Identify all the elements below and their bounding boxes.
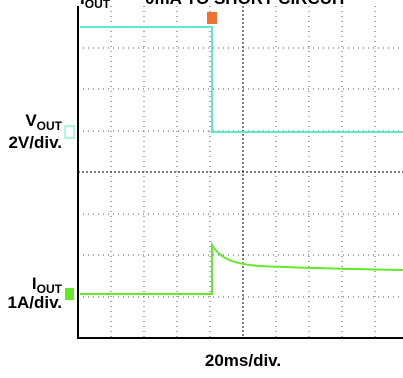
- vout-label: VOUT: [25, 111, 62, 133]
- trigger-marker: [207, 12, 217, 24]
- title-sub: OUT: [85, 0, 111, 11]
- vout-sub: OUT: [37, 119, 63, 133]
- iout-sub: OUT: [37, 282, 63, 296]
- ch2-marker: [64, 125, 75, 139]
- iout-trace: [80, 241, 403, 295]
- center-axes: [78, 6, 403, 338]
- frame: [77, 6, 403, 339]
- vout-trace: [80, 26, 403, 133]
- iout-label: IOUT: [32, 274, 63, 296]
- time-scale: 20ms/div.: [205, 351, 281, 370]
- ch-i-marker: [65, 288, 74, 300]
- title: IOUT: [80, 0, 111, 11]
- vout-scale: 2V/div.: [8, 133, 62, 152]
- vout-main: V: [25, 111, 37, 130]
- iout-main: I: [32, 274, 37, 293]
- title-rest: 0mA TO SHORT CIRCUIT: [145, 0, 348, 8]
- iout-scale: 1A/div.: [8, 293, 62, 312]
- title-main: I: [80, 0, 85, 8]
